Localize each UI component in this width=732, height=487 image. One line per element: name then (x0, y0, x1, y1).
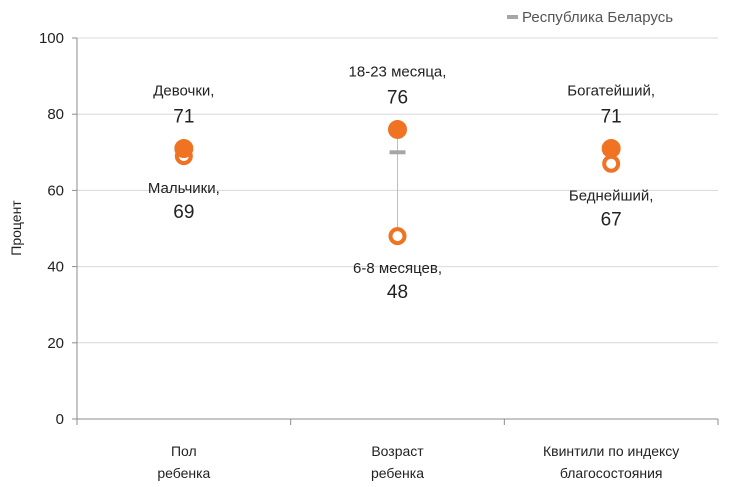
range-lines (183, 129, 612, 237)
label-low-value-0: 69 (173, 202, 194, 223)
label-high-name-0: Девочки, (153, 82, 214, 99)
y-tick-label-20: 20 (47, 335, 64, 352)
label-high-name-1: 18-23 месяца, (349, 63, 447, 80)
data-points (174, 119, 621, 246)
label-high-name-2: Богатейший, (567, 82, 655, 99)
point-high-1 (388, 119, 407, 139)
point-low-2 (602, 154, 621, 173)
y-tick-label-0: 0 (56, 411, 64, 428)
category-label-line: Возраст (371, 443, 424, 459)
label-low-value-1: 48 (387, 282, 408, 303)
category-label-line: благосостояния (560, 465, 663, 481)
label-low-value-2: 67 (601, 210, 622, 231)
y-tick-label-40: 40 (47, 259, 64, 276)
y-tick-labels: 0 20 40 60 80 100 (39, 30, 64, 428)
y-tick-label-60: 60 (47, 182, 64, 199)
label-low-name-2: Беднейший, (569, 188, 654, 205)
label-high-value-2: 71 (601, 106, 622, 127)
label-low-name-1: 6-8 месяцев, (353, 260, 442, 277)
label-low-name-0: Мальчики, (148, 180, 220, 197)
category-label-line: ребенка (371, 465, 424, 481)
category-label-0: Пол ребенка (157, 443, 210, 481)
point-high-2 (601, 138, 621, 158)
y-axis-title: Процент (8, 200, 24, 256)
label-high-value-1: 76 (387, 87, 408, 108)
category-label-line: ребенка (157, 465, 210, 481)
legend: Республика Беларусь (507, 9, 673, 26)
y-tick-label-80: 80 (47, 106, 64, 123)
data-labels: Девочки, 71 Мальчики, 69 18-23 месяца, 76 6-8 … (148, 63, 655, 303)
y-tick-label-100: 100 (39, 30, 64, 47)
category-label-line: Пол (171, 443, 197, 459)
axes (72, 37, 719, 425)
category-labels: Пол ребенка Возраст ребенка Квинтили по инде… (157, 443, 679, 481)
category-label-line: Квинтили по индексу (543, 443, 679, 459)
point-high-0 (174, 138, 194, 158)
legend-label: Республика Беларусь (522, 9, 673, 26)
category-label-1: Возраст ребенка (371, 443, 424, 481)
label-high-value-0: 71 (173, 106, 194, 127)
category-label-2: Квинтили по индексу благосостояния (543, 443, 679, 481)
point-low-1 (388, 227, 407, 246)
